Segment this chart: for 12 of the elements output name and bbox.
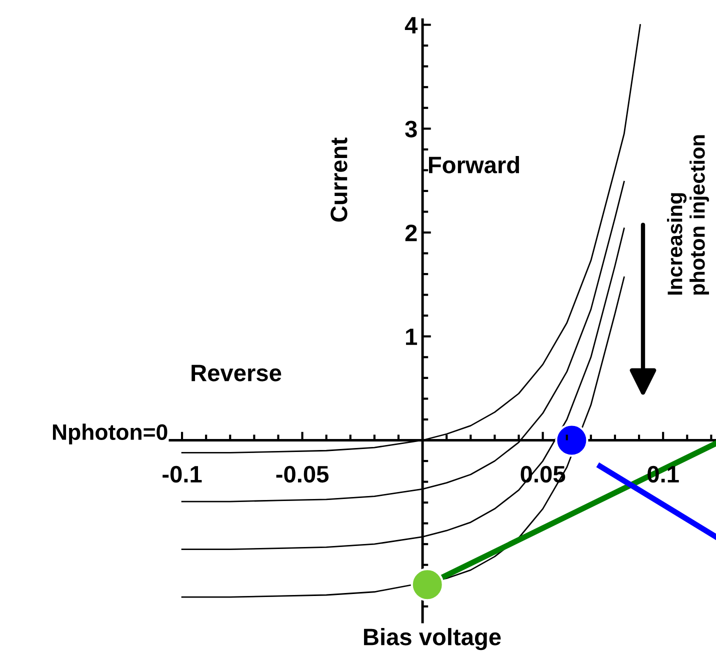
x-axis-title: Bias voltage (364, 628, 501, 650)
series-label: Nphoton=0 (52, 424, 168, 444)
y-tick-label: 3 (405, 120, 417, 138)
x-tick-label: -0.1 (162, 466, 202, 483)
annotation: Increasing photon injection (667, 135, 709, 295)
y-tick-label: 1 (406, 328, 418, 345)
x-tick-label: -0.05 (276, 466, 329, 483)
annotation: Forward (429, 156, 520, 174)
y-axis-title: Current (330, 138, 348, 222)
annotation: Reverse (192, 364, 282, 382)
y-tick-label: 4 (404, 17, 418, 34)
y-tick-label: 2 (405, 224, 417, 242)
